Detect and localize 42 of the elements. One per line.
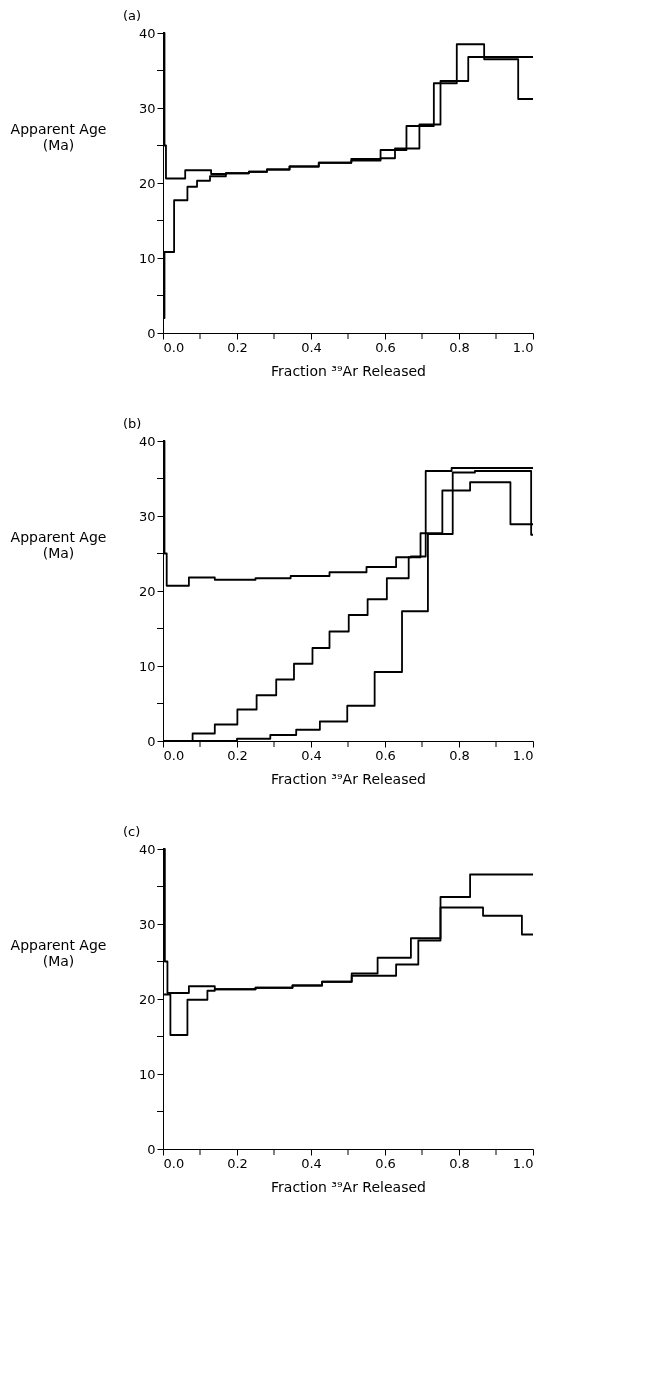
y-tick-label: 30 — [138, 100, 156, 116]
x-tick-label: 0.6 — [375, 747, 396, 763]
x-tick-label: 1.0 — [512, 339, 534, 355]
y-tick-label: 10 — [138, 250, 156, 266]
chart-title: (a) — [123, 8, 142, 23]
y-tick-label: 0 — [147, 1141, 156, 1157]
y-tick-label: 20 — [138, 991, 156, 1007]
x-tick-label: 1.0 — [512, 1155, 534, 1171]
x-tick-label: 0.2 — [227, 339, 248, 355]
y-tick-label: 40 — [138, 25, 156, 41]
x-axis-title: Fraction ³⁹Ar Released — [271, 1178, 426, 1195]
chart-title: (c) — [123, 824, 141, 839]
x-tick-label: 0.0 — [163, 1155, 185, 1171]
y-tick-label: 40 — [138, 841, 156, 857]
y-tick-label: 30 — [138, 916, 156, 932]
y-tick-label: 10 — [138, 1066, 156, 1082]
x-tick-label: 0.8 — [449, 747, 470, 763]
y-axis-title: Apparent Age (Ma) — [10, 528, 107, 561]
chart-title: (b) — [123, 416, 142, 431]
y-tick-label: 20 — [138, 175, 156, 191]
x-tick-label: 0.4 — [301, 1155, 322, 1171]
y-tick-label: 40 — [138, 433, 156, 449]
y-axis-title: Apparent Age (Ma) — [10, 120, 107, 153]
y-tick-label: 20 — [138, 583, 156, 599]
x-tick-label: 0.6 — [375, 339, 396, 355]
x-tick-label: 0.0 — [163, 747, 185, 763]
x-tick-label: 1.0 — [512, 747, 534, 763]
y-tick-label: 10 — [138, 658, 156, 674]
y-tick-label: 0 — [147, 733, 156, 749]
x-tick-label: 0.4 — [301, 747, 322, 763]
y-tick-label: 0 — [147, 325, 156, 341]
x-tick-label: 0.8 — [449, 1155, 470, 1171]
x-tick-label: 0.2 — [227, 1155, 248, 1171]
x-axis-title: Fraction ³⁹Ar Released — [271, 770, 426, 787]
x-tick-label: 0.0 — [163, 339, 185, 355]
x-axis-title: Fraction ³⁹Ar Released — [271, 362, 426, 379]
x-tick-label: 0.8 — [449, 339, 470, 355]
x-tick-label: 0.4 — [301, 339, 322, 355]
x-tick-label: 0.6 — [375, 1155, 396, 1171]
x-tick-label: 0.2 — [227, 747, 248, 763]
y-tick-label: 30 — [138, 508, 156, 524]
y-axis-title: Apparent Age (Ma) — [10, 936, 107, 969]
